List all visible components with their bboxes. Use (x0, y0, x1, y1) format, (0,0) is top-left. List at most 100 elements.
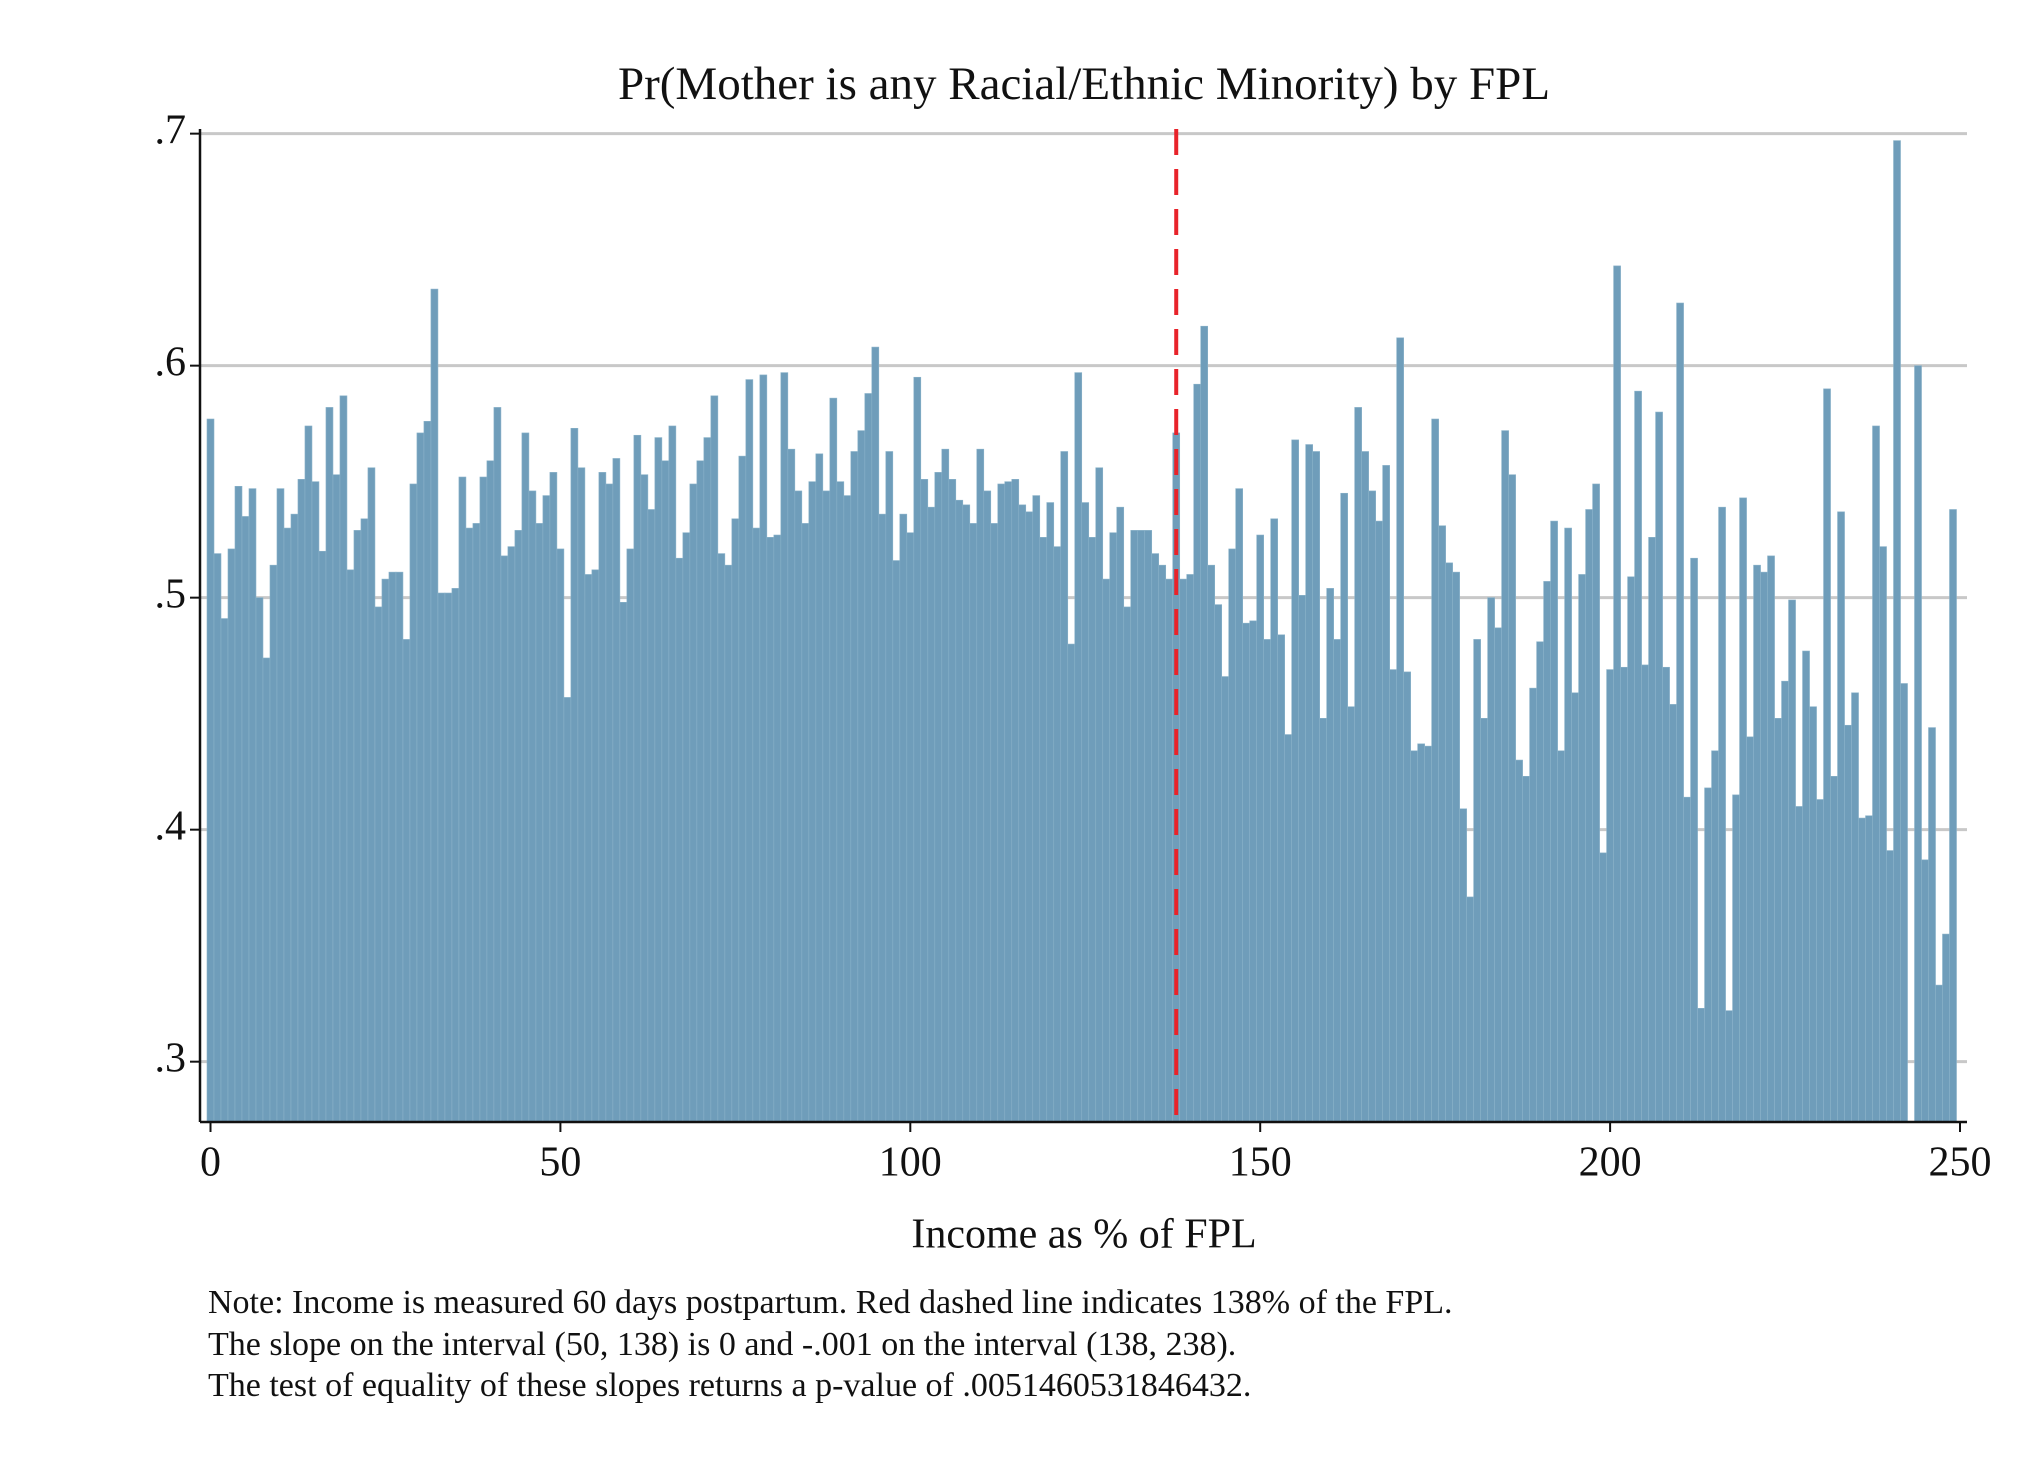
bar (1543, 581, 1551, 1123)
bar (1347, 706, 1355, 1123)
bar (738, 455, 747, 1123)
bar (696, 460, 705, 1123)
bar (1648, 537, 1656, 1123)
bar (934, 472, 943, 1123)
bar (367, 467, 376, 1123)
bar (1417, 743, 1425, 1123)
bar (458, 476, 467, 1123)
bar (556, 548, 565, 1123)
bar (1536, 641, 1544, 1123)
bar (290, 513, 299, 1123)
bar (1396, 337, 1404, 1123)
bar (1739, 497, 1747, 1123)
bar (1277, 634, 1285, 1123)
bar (1025, 511, 1034, 1123)
bar (1011, 479, 1020, 1123)
bar (626, 548, 635, 1123)
x-tick-label: 150 (1229, 1140, 1292, 1186)
bar (570, 427, 579, 1123)
bar (598, 472, 607, 1123)
bar (1403, 671, 1411, 1123)
bar (1375, 520, 1383, 1123)
bar (220, 618, 229, 1123)
bar (1473, 639, 1481, 1123)
bar (1123, 606, 1132, 1123)
bar (1095, 467, 1104, 1123)
y-tick-label: .4 (155, 803, 187, 849)
bar (1130, 530, 1139, 1123)
bar (661, 460, 670, 1123)
bar (1312, 451, 1320, 1123)
bar (528, 490, 537, 1123)
bar (1389, 669, 1397, 1123)
bar (906, 532, 915, 1123)
bar (1928, 727, 1936, 1123)
bar (1368, 490, 1376, 1123)
bar (1753, 564, 1761, 1123)
bar (682, 532, 691, 1123)
bar (1578, 574, 1586, 1123)
bar (591, 569, 600, 1123)
bar (752, 527, 761, 1123)
bar (1361, 451, 1369, 1123)
bar (269, 564, 278, 1123)
bar (1802, 650, 1810, 1123)
bar (1214, 604, 1223, 1123)
bar (1683, 796, 1691, 1123)
bar (1606, 669, 1614, 1123)
bar (542, 495, 551, 1123)
bar (1424, 745, 1432, 1123)
bar (514, 530, 523, 1123)
bar (1249, 620, 1258, 1123)
bar (1452, 571, 1460, 1123)
bar (1942, 933, 1950, 1123)
bar (1634, 390, 1642, 1123)
bar (1774, 718, 1782, 1123)
bar (976, 448, 985, 1123)
x-axis-label: Income as % of FPL (911, 1212, 1256, 1258)
bar (1305, 444, 1313, 1123)
bar (1165, 578, 1174, 1123)
bar (360, 518, 369, 1123)
bar (787, 448, 796, 1123)
bar (1571, 692, 1579, 1123)
bar (829, 397, 838, 1123)
bar (493, 407, 502, 1123)
bar (1949, 509, 1957, 1123)
bar (1109, 532, 1118, 1123)
bar (1116, 506, 1125, 1123)
bar (1592, 483, 1600, 1123)
bar (1662, 666, 1670, 1123)
bar (1382, 465, 1390, 1123)
bar (1732, 794, 1740, 1123)
bar (311, 481, 320, 1123)
bar (1816, 799, 1824, 1123)
bar (1935, 984, 1943, 1123)
bar (1480, 718, 1488, 1123)
bar (899, 513, 908, 1123)
bar (1858, 817, 1866, 1123)
bar (822, 490, 831, 1123)
bar (1494, 627, 1502, 1123)
bar (654, 437, 663, 1123)
bar (325, 407, 334, 1123)
bar (1655, 411, 1663, 1123)
x-tick-label: 200 (1579, 1140, 1642, 1186)
bar (227, 548, 236, 1123)
bar (374, 606, 383, 1123)
bar (1725, 1010, 1733, 1123)
bar (633, 434, 642, 1123)
bar (1515, 759, 1523, 1123)
bar (997, 483, 1006, 1123)
bar (451, 588, 460, 1123)
bar (1053, 546, 1062, 1123)
bar (836, 481, 845, 1123)
bar (241, 516, 250, 1123)
bar (766, 537, 775, 1123)
bar (1599, 852, 1607, 1123)
bar (1228, 548, 1237, 1123)
bar (878, 513, 887, 1123)
bar (318, 550, 327, 1123)
bar (1865, 815, 1873, 1123)
bar (962, 504, 971, 1123)
